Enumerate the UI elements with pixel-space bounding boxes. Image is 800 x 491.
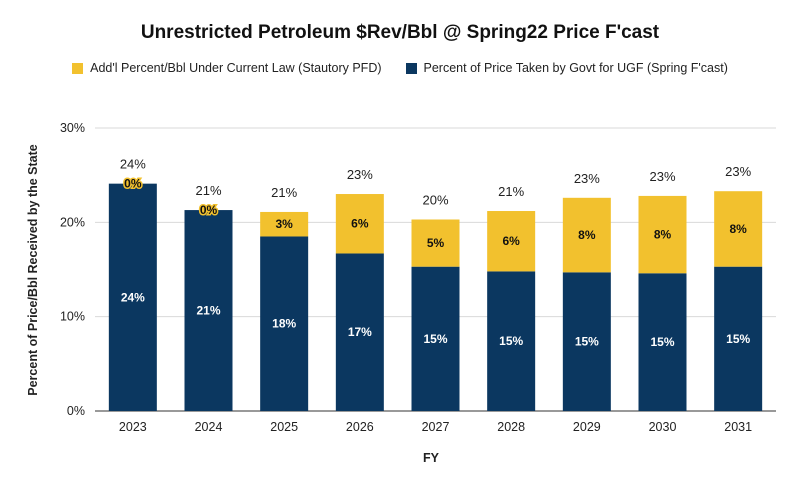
bar-ugf [335,253,384,411]
bar-label-ugf: 24% [121,290,145,304]
bar-total-label: 24% [120,157,146,172]
bar-total-label: 23% [574,171,600,186]
bar-label-ugf: 21% [196,304,220,318]
bar-total-label: 20% [422,193,448,208]
chart-title: Unrestricted Petroleum $Rev/Bbl @ Spring… [140,22,660,43]
bar-pfd [487,211,536,272]
x-tick-label: 2026 [346,420,374,434]
bar-label-pfd: 0% [124,177,142,191]
bar-label-ugf: 18% [272,317,296,331]
bar-label-pfd: 8% [729,222,747,236]
y-axis-title: Percent of Price/Bbl Received by the Sta… [26,144,40,396]
bar-label-ugf: 15% [726,332,750,346]
x-tick-label: 2030 [649,420,677,434]
legend-label-ugf: Percent of Price Taken by Govt for UGF (… [423,61,728,75]
x-axis-title: FY [423,451,440,465]
legend-item-pfd: Add'l Percent/Bbl Under Current Law (Sta… [72,61,382,75]
bar-pfd [260,211,309,237]
bar-label-ugf: 15% [650,335,674,349]
bar-label-ugf: 17% [348,325,372,339]
legend-label-pfd: Add'l Percent/Bbl Under Current Law (Sta… [90,61,382,75]
bar-label-ugf: 15% [575,335,599,349]
x-tick-label: 2028 [497,420,525,434]
bar-ugf [714,266,763,411]
legend-swatch-ugf [405,62,417,74]
bar-pfd [411,219,460,267]
bar-pfd [562,197,611,273]
bar-pfd [638,195,687,274]
labels: 0% 10% 20% 30% 24% 0% 24% 2023 21% 0% 21% 2024 18% 3%… [60,121,752,434]
x-tick-label: 2024 [195,420,223,434]
y-tick-label: 30% [60,121,85,135]
bar-total-label: 23% [725,164,751,179]
bar-label-ugf: 15% [499,334,523,348]
bar-total-label: 23% [347,167,373,182]
bar-ugf [638,273,687,411]
bar-ugf [260,236,309,411]
bar-total-label: 21% [195,183,221,198]
bar-ugf [411,266,460,411]
x-tick-label: 2023 [119,420,147,434]
bar-label-pfd: 6% [502,234,520,248]
bar-label-pfd: 8% [578,228,596,242]
bar-pfd [335,194,384,254]
bar-label-pfd: 3% [275,217,293,231]
legend-item-ugf: Percent of Price Taken by Govt for UGF (… [405,61,728,75]
legend-swatch-pfd [72,62,84,74]
y-tick-label: 20% [60,215,85,229]
legend: Add'l Percent/Bbl Under Current Law (Sta… [0,61,800,75]
bars [108,183,763,411]
bar-ugf [487,271,536,411]
x-tick-label: 2027 [422,420,450,434]
bar-total-label: 21% [498,184,524,199]
bar-total-label: 21% [271,185,297,200]
bar-ugf [562,272,611,411]
x-tick-label: 2025 [270,420,298,434]
bar-label-pfd: 6% [351,217,369,231]
bar-total-label: 23% [649,169,675,184]
bar-ugf [184,210,233,411]
bar-label-pfd: 0% [200,203,218,217]
bar-label-ugf: 15% [423,332,447,346]
bar-pfd [714,191,763,267]
bar-label-pfd: 5% [427,236,445,250]
y-tick-label: 0% [67,404,85,418]
bar-label-pfd: 8% [654,228,672,242]
x-tick-label: 2031 [724,420,752,434]
bar-ugf [108,183,157,411]
y-tick-label: 10% [60,310,85,324]
x-tick-label: 2029 [573,420,601,434]
